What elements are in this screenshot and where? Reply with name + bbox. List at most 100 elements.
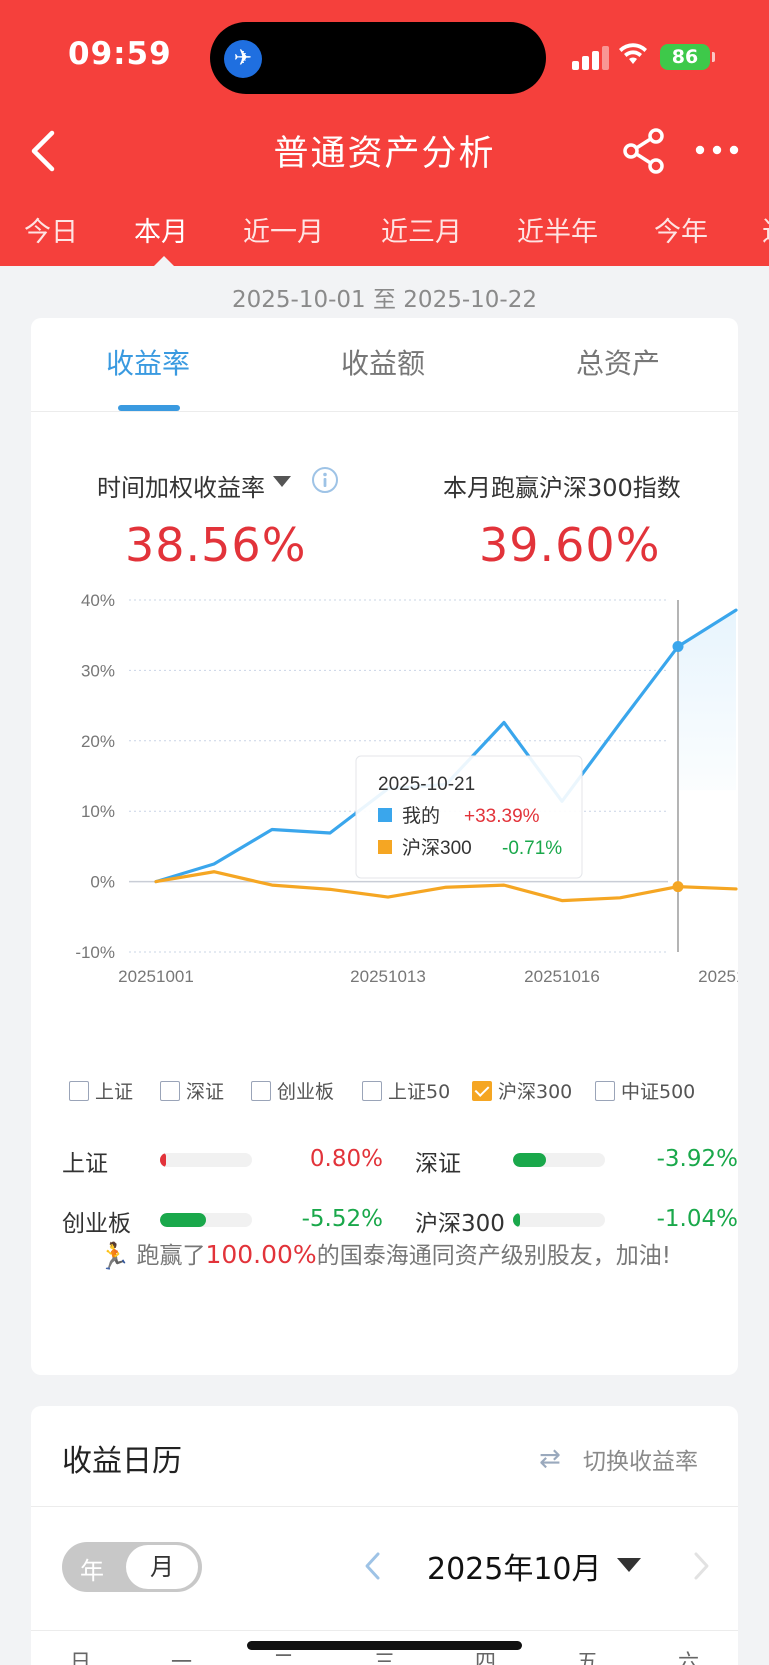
checkbox-icon: [69, 1081, 89, 1101]
tooltip-box: [355, 755, 583, 879]
weekday-tue: 二: [273, 1650, 294, 1665]
point-mine: [672, 641, 684, 653]
y-tick-label: 20%: [81, 732, 115, 751]
index-name-shanghai: 上证: [62, 1151, 108, 1177]
beat-percent: 100.00%: [205, 1240, 317, 1269]
tab-return-amount[interactable]: 收益额: [341, 347, 426, 380]
tab-return-rate[interactable]: 收益率: [106, 347, 191, 380]
back-arrow-icon[interactable]: [26, 128, 66, 174]
y-tick-label: 40%: [81, 591, 115, 610]
cellular-signal-icon: [572, 46, 612, 70]
weekday-mon: 一: [171, 1650, 192, 1665]
weekday-thu: 四: [475, 1650, 496, 1665]
wifi-icon: [618, 42, 648, 71]
toggle-year[interactable]: 年: [80, 1557, 104, 1585]
index-bar-chinext: [160, 1213, 252, 1227]
tab-today[interactable]: 今日: [24, 217, 78, 248]
current-month[interactable]: 2025年10月: [427, 1552, 602, 1587]
more-options-icon[interactable]: [694, 140, 740, 160]
weekday-sat: 六: [678, 1650, 699, 1665]
period-tab-bar: 今日 本月 近一月 近三月 近半年 今年 近: [0, 210, 769, 266]
index-name-chinext: 创业板: [62, 1211, 131, 1237]
tab-last-month[interactable]: 近一月: [243, 217, 324, 248]
running-person-icon: 🏃: [98, 1242, 131, 1272]
index-value-csi300: -1.04%: [656, 1206, 738, 1232]
x-tick-label: 20251016: [524, 967, 600, 986]
y-tick-label: 30%: [81, 661, 115, 680]
swap-arrows-icon[interactable]: ⇄: [539, 1444, 561, 1474]
checkbox-icon: [595, 1081, 615, 1101]
divider: [31, 1506, 738, 1507]
index-bar-csi300: [513, 1213, 605, 1227]
tab-this-month[interactable]: 本月: [134, 217, 188, 248]
x-tick-label: 20251013: [350, 967, 426, 986]
checkbox-icon: [362, 1081, 382, 1101]
analysis-card: 收益率 收益额 总资产 时间加权收益率 本月跑赢沪深300指数 38.56% 3…: [31, 318, 738, 1375]
active-tab-caret: [153, 256, 175, 267]
active-tab-underline: [118, 405, 180, 411]
index-bar-fill: [160, 1153, 166, 1167]
beat-index-label: 本月跑赢沪深300指数: [443, 474, 681, 502]
chevron-left-icon[interactable]: [363, 1551, 383, 1581]
home-indicator: [247, 1641, 522, 1650]
legend-shanghai[interactable]: 上证: [69, 1077, 133, 1105]
index-bar-shenzhen: [513, 1153, 605, 1167]
index-value-chinext: -5.52%: [301, 1206, 383, 1232]
header-bar: 09:59 ✈ 86 普通资产分析 今日 本月 近一月 近三月 近半年 今年 近: [0, 0, 769, 267]
checkbox-checked-icon: [472, 1081, 492, 1101]
checkbox-icon: [251, 1081, 271, 1101]
y-tick-label: 0%: [90, 873, 115, 892]
tooltip-label-csi300: 沪深300: [402, 837, 472, 859]
tab-total-assets[interactable]: 总资产: [576, 347, 661, 380]
year-month-toggle[interactable]: 年 月: [62, 1542, 202, 1592]
calendar-title: 收益日历: [62, 1444, 182, 1479]
beat-index-value: 39.60%: [479, 518, 661, 572]
return-line-chart[interactable]: 40% 30% 20% 10% 0% -10%20251001 20251013 202510…: [31, 318, 738, 1058]
tab-this-year[interactable]: 今年: [654, 217, 708, 248]
index-name-shenzhen: 深证: [415, 1151, 461, 1177]
tooltip-swatch-mine: [378, 808, 392, 822]
tooltip-value-csi300: -0.71%: [502, 838, 562, 859]
tooltip-label-mine: 我的: [402, 805, 440, 827]
legend-csi500[interactable]: 中证500: [595, 1077, 695, 1105]
caret-down-icon[interactable]: [273, 476, 291, 487]
divider: [31, 1630, 738, 1631]
tab-last-half-year[interactable]: 近半年: [517, 217, 598, 248]
index-value-shenzhen: -3.92%: [656, 1146, 738, 1172]
index-bar-fill: [160, 1213, 206, 1227]
weekday-fri: 五: [577, 1650, 598, 1665]
legend-chinext[interactable]: 创业板: [251, 1077, 334, 1105]
legend-sse50[interactable]: 上证50: [362, 1077, 450, 1105]
weekday-wed: 三: [374, 1650, 395, 1665]
tooltip-date: 2025-10-21: [378, 774, 475, 795]
area-fill: [678, 610, 736, 791]
tab-last-three-months[interactable]: 近三月: [381, 217, 462, 248]
index-bar-fill: [513, 1153, 547, 1167]
date-range: 2025-10-01 至 2025-10-22: [232, 287, 537, 313]
chevron-right-icon[interactable]: [691, 1551, 711, 1581]
status-time: 09:59: [68, 36, 172, 72]
switch-rate-button[interactable]: 切换收益率: [583, 1449, 698, 1475]
twr-label[interactable]: 时间加权收益率: [97, 474, 265, 502]
caret-down-icon[interactable]: [617, 1558, 641, 1572]
legend-csi300[interactable]: 沪深300: [472, 1077, 572, 1105]
info-icon[interactable]: [311, 466, 339, 494]
share-icon[interactable]: [622, 128, 668, 174]
toggle-month[interactable]: 月: [126, 1545, 198, 1589]
beat-message: 🏃 跑赢了100.00%的国泰海通同资产级别股友，加油!: [98, 1240, 671, 1272]
earnings-calendar-card: 收益日历 ⇄ 切换收益率 年 月 2025年10月 日 一 二 三 四 五 六: [31, 1406, 738, 1665]
y-tick-label: -10%: [75, 943, 115, 962]
tab-overflow[interactable]: 近: [762, 210, 769, 249]
page-title: 普通资产分析: [273, 134, 496, 174]
legend-shenzhen[interactable]: 深证: [160, 1077, 224, 1105]
index-name-csi300: 沪深300: [415, 1211, 505, 1237]
checkbox-icon: [160, 1081, 180, 1101]
y-tick-label: 10%: [81, 802, 115, 821]
tooltip-swatch-csi300: [378, 840, 392, 854]
tooltip-value-mine: +33.39%: [464, 806, 540, 827]
metric-tab-bar: 收益率 收益额 总资产: [31, 318, 738, 412]
index-bar-shanghai: [160, 1153, 252, 1167]
battery-indicator: 86: [660, 44, 715, 70]
x-tick-label: 20251021: [698, 967, 738, 986]
dynamic-island: ✈: [210, 22, 546, 94]
